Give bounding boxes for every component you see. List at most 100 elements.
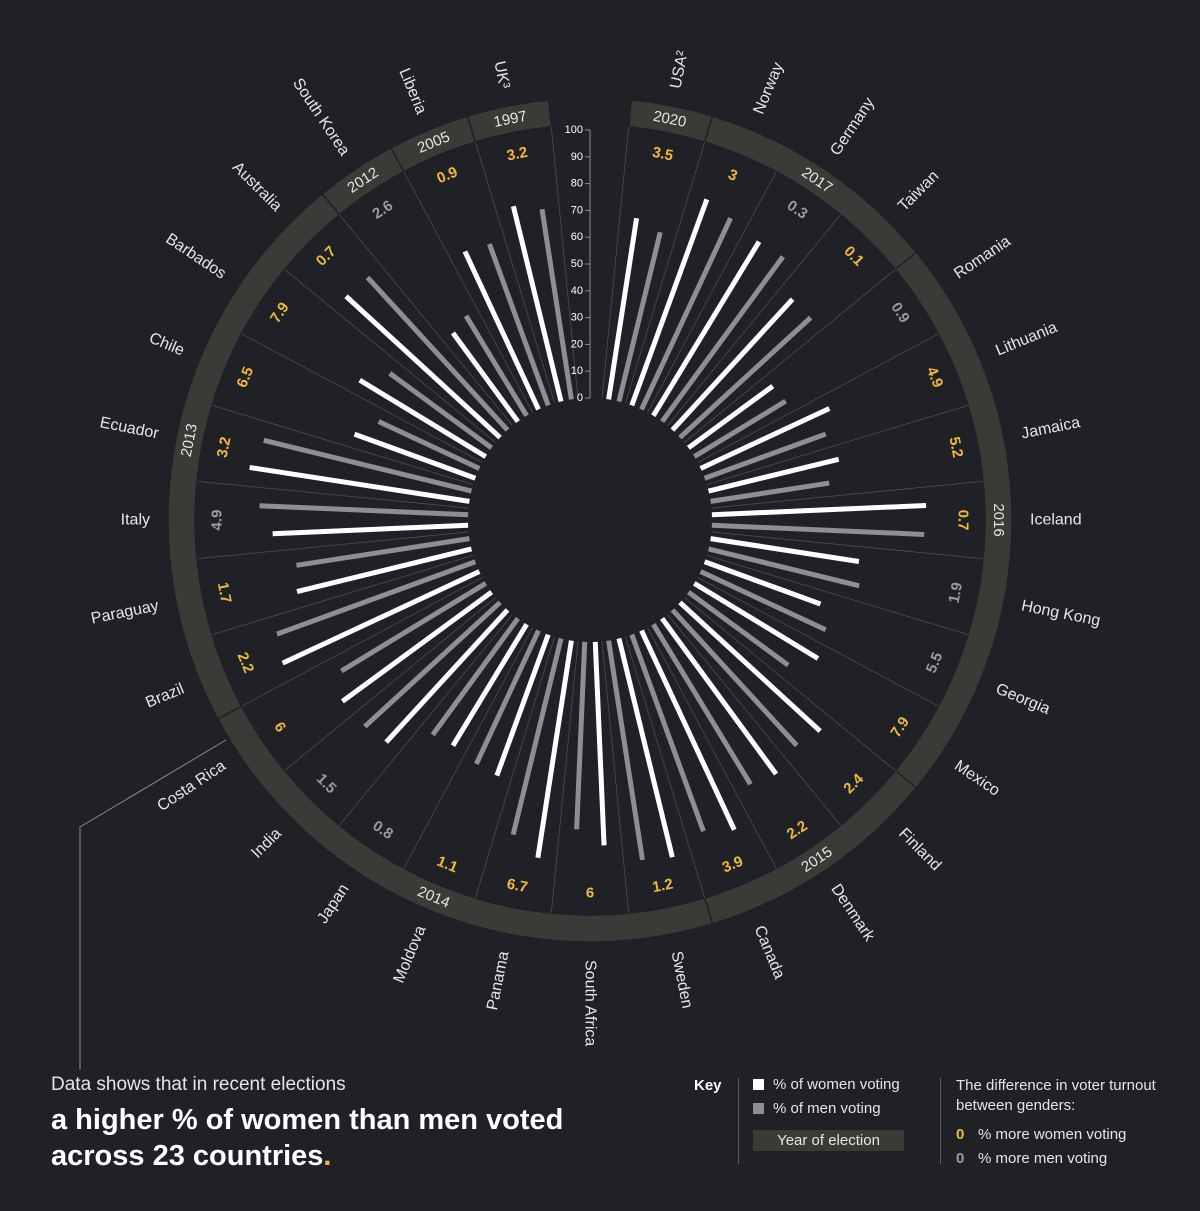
slot-divider	[684, 597, 896, 771]
slot-divider	[647, 627, 777, 869]
slot-divider	[196, 480, 469, 509]
diff-title: The difference in voter turnout between …	[956, 1077, 1156, 1114]
bar-men	[363, 600, 502, 729]
bar-women	[358, 378, 488, 459]
bar-women	[353, 431, 477, 481]
diff-value: 2.6	[369, 197, 396, 223]
bar-women	[707, 456, 840, 494]
headline: a higher % of women than men voted acros…	[51, 1102, 591, 1174]
year-segment	[466, 99, 553, 143]
slot-divider	[550, 126, 579, 399]
bar-men	[263, 437, 473, 494]
slot-divider	[211, 404, 474, 485]
country-label: Jamaica	[1020, 414, 1082, 442]
bar-men	[474, 629, 541, 766]
year-label: 2013	[178, 422, 201, 458]
country-label: Georgia	[993, 681, 1052, 719]
bar-men	[678, 315, 813, 440]
bar-women	[249, 464, 470, 504]
bar-men	[651, 622, 753, 786]
diff-value: 1.5	[313, 770, 340, 797]
diff-value: 6	[270, 719, 289, 735]
bar-men	[340, 581, 488, 674]
bar-women	[710, 536, 860, 564]
slot-divider	[403, 171, 533, 413]
bar-women	[281, 569, 481, 666]
slot-divider	[601, 641, 630, 914]
year-label: 2016	[990, 503, 1007, 536]
slot-divider	[339, 214, 513, 426]
diff-value: 0.9	[434, 164, 460, 188]
bar-women	[510, 205, 564, 403]
country-label: Australia	[229, 159, 285, 215]
key-men-label: % of men voting	[773, 1100, 881, 1117]
tick-label: 70	[571, 204, 583, 216]
diff-value: 1.7	[214, 581, 235, 605]
bar-men	[365, 275, 510, 432]
country-label: UK³	[490, 60, 512, 91]
bar-men	[670, 608, 799, 748]
bar-men	[259, 503, 469, 518]
men-swatch	[753, 1103, 764, 1114]
grid-lines	[196, 126, 984, 914]
year-label: 1997	[492, 108, 528, 131]
country-label: Japan	[314, 881, 352, 927]
key-more-men: 0 % more men voting	[956, 1150, 1107, 1167]
country-label: USA²	[668, 49, 692, 90]
country-label: Taiwan	[895, 168, 942, 215]
bar-men	[703, 431, 827, 481]
bar-men	[616, 231, 663, 403]
diff-value: 5.5	[923, 650, 947, 676]
bar-women	[616, 637, 675, 858]
slot-divider	[706, 555, 969, 636]
diff-value: 2.2	[784, 817, 811, 843]
tick-label: 20	[571, 338, 583, 350]
bar-men	[574, 641, 588, 830]
country-label: Italy	[121, 512, 150, 529]
bar-women	[340, 590, 494, 704]
country-label: Barbados	[162, 230, 228, 282]
country-label: Iceland	[1030, 512, 1082, 529]
slot-divider	[196, 531, 469, 560]
diff-value: 3.9	[720, 853, 746, 877]
key-women: % of women voting	[753, 1076, 900, 1093]
bar-men	[377, 419, 481, 471]
bar-men	[463, 314, 529, 418]
slot-divider	[403, 627, 533, 869]
country-label: Romania	[951, 233, 1014, 283]
slot-divider	[706, 404, 969, 485]
diff-value: 0.7	[313, 243, 340, 270]
bar-men	[692, 399, 787, 459]
bar-women	[670, 297, 795, 432]
country-label: Ecuador	[98, 414, 160, 442]
diff-value: 5.2	[945, 435, 966, 459]
slot-divider	[697, 577, 939, 707]
country-label: India	[248, 825, 285, 862]
bar-women	[296, 546, 473, 594]
bar-men	[487, 243, 551, 407]
bar-men	[276, 559, 477, 637]
bar-women	[678, 600, 822, 733]
women-swatch	[753, 1079, 764, 1090]
diff-value: 2.4	[840, 770, 867, 797]
key-divider	[738, 1078, 739, 1164]
labels: 2020201720162015201420132012200519973.5U…	[90, 49, 1102, 1047]
tick-label: 40	[571, 285, 583, 297]
slot-divider	[284, 597, 496, 771]
country-label: Paraguay	[90, 598, 161, 628]
slot-divider	[647, 171, 777, 413]
diff-value: 3.2	[505, 144, 529, 165]
year-label: 2020	[652, 108, 688, 131]
callout-line	[79, 739, 227, 1070]
bar-women	[686, 384, 775, 450]
bar-men	[606, 640, 645, 861]
diff-value: 1.9	[945, 581, 966, 605]
headline-text: a higher % of women than men voted acros…	[51, 1104, 564, 1172]
tick-label: 30	[571, 312, 583, 324]
axis-ticks: 0 10 20 30 40 50 60 70 80 90 100	[565, 124, 591, 404]
bar-men	[707, 546, 860, 589]
country-label: Costa Rica	[154, 757, 229, 815]
diff-value: 3.5	[651, 144, 675, 165]
bar-women	[450, 622, 529, 747]
